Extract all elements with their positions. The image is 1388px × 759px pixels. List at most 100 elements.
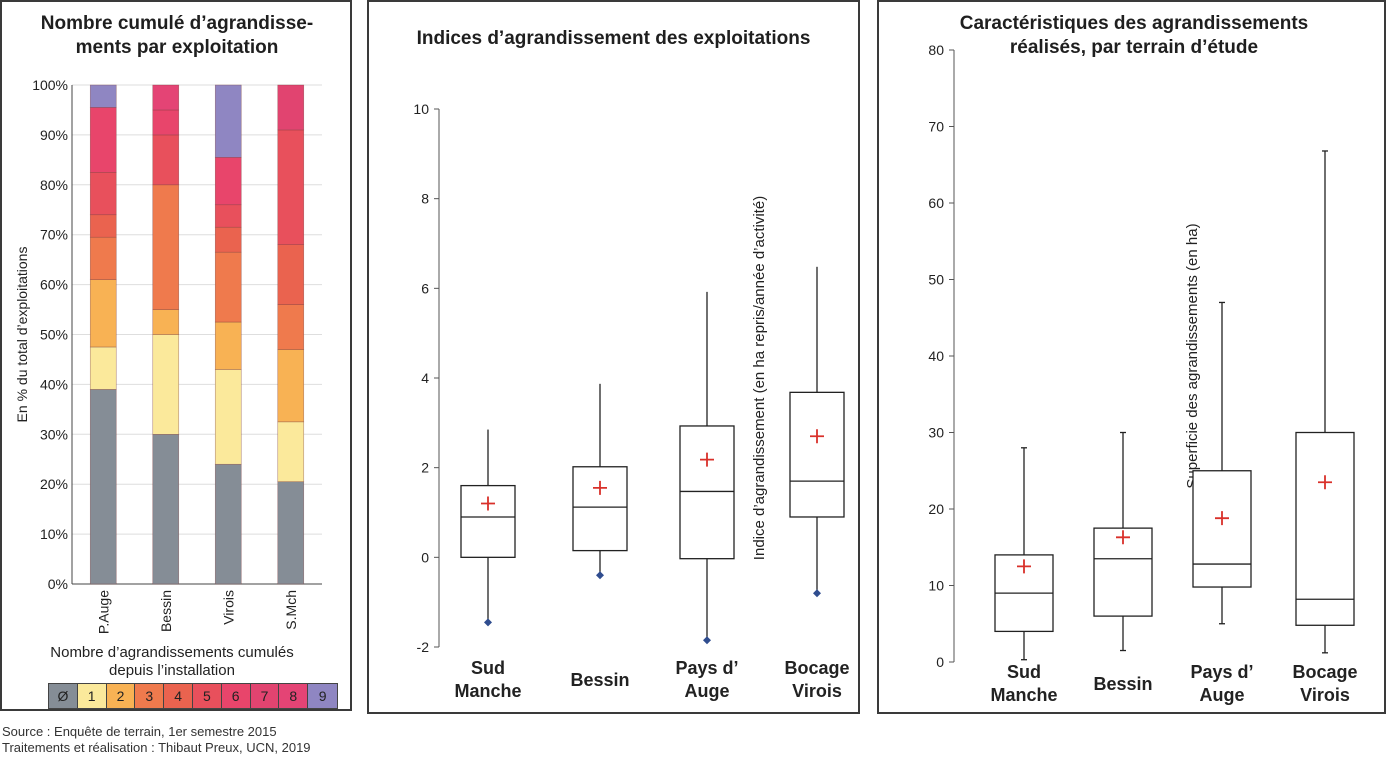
bar-segment xyxy=(152,84,180,111)
y-tick-label: 0% xyxy=(48,576,68,592)
x-tick-label: Manche xyxy=(454,681,521,701)
y-tick-label: 20 xyxy=(928,501,944,517)
stacked-bar-panel: Nombre cumulé d’agrandisse-ments par exp… xyxy=(0,0,352,711)
y-tick-label: 90% xyxy=(40,127,68,143)
x-tick-label: Sud xyxy=(1007,662,1041,682)
y-tick-label: 40 xyxy=(928,348,944,364)
y-tick-label: 30 xyxy=(928,425,944,441)
x-tick-label: Virois xyxy=(220,590,236,625)
bar-segment xyxy=(89,279,117,348)
bar-segment xyxy=(277,421,305,483)
legend-item: 6 xyxy=(221,684,251,708)
bar-segment xyxy=(89,236,117,280)
bar-segment xyxy=(214,157,242,206)
x-tick-label: Bessin xyxy=(570,670,629,690)
x-tick-label: Virois xyxy=(792,681,842,701)
chart3-title: Caractéristiques des agrandissements réa… xyxy=(959,13,1309,58)
source-line-2: Traitements et réalisation : Thibaut Pre… xyxy=(2,740,311,756)
min-marker xyxy=(813,589,821,598)
mean-marker xyxy=(1318,475,1332,490)
y-axis-label: Indice d’agrandissement (en ha repris/an… xyxy=(751,196,768,560)
x-tick-label: Virois xyxy=(1300,685,1350,705)
y-tick-label: 10 xyxy=(928,578,944,594)
x-tick-label: Bocage xyxy=(784,658,849,678)
x-tick-label: S.Mch xyxy=(283,590,299,630)
bar-segment xyxy=(277,481,305,585)
bar-segment xyxy=(89,172,117,216)
x-tick-label: Bessin xyxy=(1093,674,1152,694)
boxplot-indices-panel: Indices d’agrandissement des exploitatio… xyxy=(367,0,860,714)
y-tick-label: 50% xyxy=(40,327,68,343)
y-tick-label: 100% xyxy=(32,77,68,93)
y-axis-label: En % du total d’exploitations xyxy=(14,247,30,423)
x-tick-label: Bocage xyxy=(1292,662,1357,682)
min-marker xyxy=(703,636,711,645)
y-tick-label: 80% xyxy=(40,177,68,193)
y-tick-label: 0 xyxy=(421,549,429,565)
boxplot-superficie-panel: Caractéristiques des agrandissements réa… xyxy=(877,0,1386,714)
x-tick-label: Bessin xyxy=(158,590,174,632)
legend-item: Ø xyxy=(49,684,78,708)
boxplot-superficie-chart: 0 10 20 30 40 50 60 70 80 Superficie des agrandis… xyxy=(928,42,1357,705)
y-tick-label: 70 xyxy=(928,119,944,135)
y-tick-label: 8 xyxy=(421,191,429,207)
legend-item: 8 xyxy=(279,684,309,708)
bar-segment xyxy=(89,84,117,108)
y-tick-label: 20% xyxy=(40,476,68,492)
bar-segment xyxy=(89,346,117,390)
box xyxy=(572,466,628,552)
x-tick-label: Auge xyxy=(685,681,730,701)
legend-item: 5 xyxy=(193,684,222,708)
bar-segment xyxy=(214,463,242,585)
y-tick-label: 40% xyxy=(40,376,68,392)
mean-marker xyxy=(1215,511,1229,526)
x-tick-label: Manche xyxy=(990,685,1057,705)
x-tick-label: Pays d’ xyxy=(1190,662,1253,682)
y-tick-label: 4 xyxy=(421,370,429,386)
box xyxy=(1192,470,1252,588)
mean-marker xyxy=(481,496,495,511)
box xyxy=(460,484,516,558)
box xyxy=(679,425,735,560)
y-tick-label: 70% xyxy=(40,227,68,243)
bar-segment xyxy=(277,129,305,245)
bar-segment xyxy=(152,309,180,335)
legend-item: 2 xyxy=(106,684,136,708)
bar-segment xyxy=(214,204,242,228)
bar-segment xyxy=(152,109,180,136)
mean-marker xyxy=(1116,530,1130,545)
y-tick-label: 10 xyxy=(413,101,429,117)
y-tick-label: 0 xyxy=(936,654,944,670)
bar-segment xyxy=(214,251,242,323)
bar-segment xyxy=(89,107,117,173)
bar-segment xyxy=(277,349,305,423)
source-note: Source : Enquête de terrain, 1er semestr… xyxy=(2,724,311,757)
y-axis-label: Superficie des agrandissements (en ha) xyxy=(1184,223,1201,488)
bar-segment xyxy=(152,433,180,585)
bar-segment xyxy=(277,84,305,131)
bar-segment xyxy=(214,369,242,465)
legend-item: 4 xyxy=(164,684,193,708)
chart1-title: Nombre cumulé d’agrandisse-ments par exp… xyxy=(40,13,314,58)
y-tick-label: 2 xyxy=(421,460,429,476)
bar-segment xyxy=(214,84,242,158)
x-tick-label: P.Auge xyxy=(95,590,111,634)
y-tick-label: 60% xyxy=(40,277,68,293)
y-tick-label: 50 xyxy=(928,272,944,288)
y-tick-label: 80 xyxy=(928,42,944,58)
legend-item: 9 xyxy=(308,684,337,708)
source-line-1: Source : Enquête de terrain, 1er semestr… xyxy=(2,724,277,739)
bar-segment xyxy=(277,304,305,350)
mean-marker xyxy=(700,452,714,467)
bar-segment xyxy=(89,214,117,238)
min-marker xyxy=(596,571,604,580)
legend-item: 7 xyxy=(250,684,280,708)
bar-segment xyxy=(89,389,117,585)
bar-segment xyxy=(214,226,242,253)
chart2-title: Indices d’agrandissement des exploitatio… xyxy=(416,28,811,49)
stacked-bar-chart: 0% 10% 20% 30% 40% 50% 60% 70% 80% 90% 100% En % du… xyxy=(14,77,322,634)
legend-item: 3 xyxy=(135,684,165,708)
box xyxy=(789,391,845,518)
x-tick-label: Pays d’ xyxy=(675,658,738,678)
